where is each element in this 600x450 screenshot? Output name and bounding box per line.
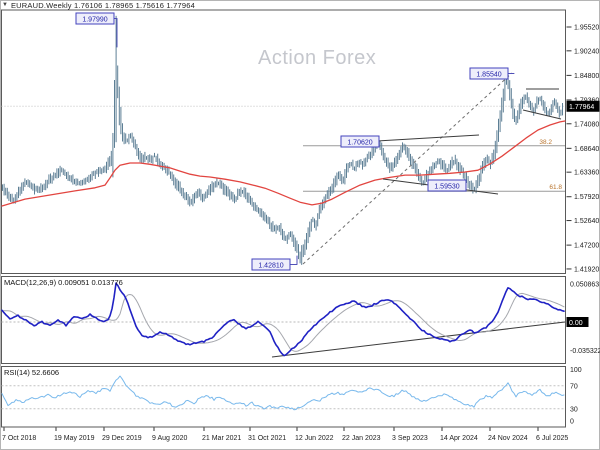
macd-zero-badge-text: 0.00 [569,320,583,327]
x-axis-label: 29 Dec 2019 [102,435,142,442]
annotation-box [427,179,467,192]
range-bottom-line [522,109,562,120]
annotation-label: 1.97990 [82,17,107,24]
rsi-indicator-label: RSI(14) 52.6606 [4,368,60,377]
main-panel-frame [1,9,566,274]
moving-average-line [1,120,566,207]
annotation-label: 1.70620 [347,140,372,147]
y-axis-label: 1.84800 [574,73,599,80]
rsi-axis-label: 100 [570,367,582,374]
macd-trendline [271,321,566,358]
x-axis-label: 21 Mar 2021 [202,435,241,442]
annotation-box [75,12,115,25]
macd-axis-label: 0.050863 [570,282,599,289]
macd-panel-frame [1,276,566,364]
fib-level-label-38.2: 38.2 [539,139,552,146]
y-axis-label: 1.52640 [574,218,599,225]
y-axis-label: 1.95520 [574,25,599,32]
resistance-2023-line [376,134,480,142]
x-axis-label: 3 Sep 2023 [392,435,428,442]
chart-title: EURAUD.Weekly 1.76106 1.78965 1.75616 1.… [10,0,195,10]
macd-zero-badge [566,317,589,327]
y-axis-label: 1.63360 [574,170,599,177]
y-axis-label: 1.57920 [574,194,599,201]
annotation-box [251,258,291,271]
macd-axis-label: -0.035322 [570,348,600,355]
rsi-line [1,375,565,411]
annotation-connector [289,255,298,265]
macd-line [1,282,565,357]
x-axis-label: 24 Nov 2024 [488,435,528,442]
rsi-axis-label: 30 [570,406,578,413]
y-axis-label: 1.90240 [574,48,599,55]
x-axis-label: 31 Oct 2021 [248,435,286,442]
annotation-label: 1.59530 [434,184,459,191]
x-axis-label: 6 Jul 2025 [536,435,568,442]
annotation-label: 1.85540 [476,72,501,79]
rsi-axis-label: 0 [570,419,574,426]
x-axis-label: 7 Oct 2018 [2,435,36,442]
y-axis-label: 1.41920 [574,266,599,273]
annotation-label: 1.42810 [258,263,283,270]
titlebar: ▼ EURAUD.Weekly 1.76106 1.78965 1.75616 … [2,0,195,10]
y-axis-label: 1.74080 [574,121,599,128]
current-price-badge [566,100,600,112]
x-axis-label: 14 Apr 2024 [440,435,478,442]
x-axis-label: 19 May 2019 [54,435,95,442]
annotation-box [340,135,380,148]
current-price-badge-text: 1.77964 [569,104,594,111]
watermark: Action Forex [258,47,377,69]
rsi-panel-frame [1,366,566,428]
x-axis-label: 22 Jan 2023 [342,435,381,442]
x-axis-label: 9 Aug 2020 [152,435,188,442]
rsi-axis-label: 70 [570,383,578,390]
y-axis-label: 1.68640 [574,146,599,153]
macd-indicator-label: MACD(12,26,9) 0.009051 0.013776 [4,278,123,287]
y-axis-label: 1.47200 [574,243,599,250]
fib-level-label-61.8: 61.8 [549,184,562,191]
x-axis-label: 12 Jun 2022 [295,435,334,442]
collapse-icon[interactable]: ▼ [2,2,8,8]
annotation-box [469,67,509,80]
rising-dashed-trendline [302,72,513,265]
